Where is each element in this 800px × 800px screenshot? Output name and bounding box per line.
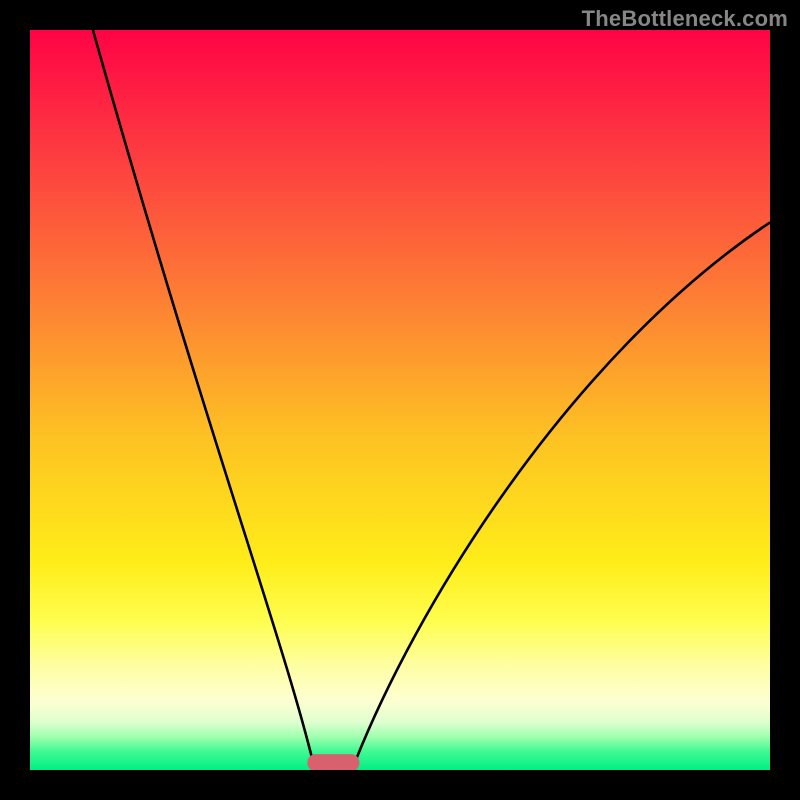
chart-svg: [0, 0, 800, 800]
chart-canvas: TheBottleneck.com: [0, 0, 800, 800]
bottleneck-marker: [307, 754, 359, 771]
watermark-text: TheBottleneck.com: [582, 6, 788, 32]
plot-background: [30, 30, 770, 770]
